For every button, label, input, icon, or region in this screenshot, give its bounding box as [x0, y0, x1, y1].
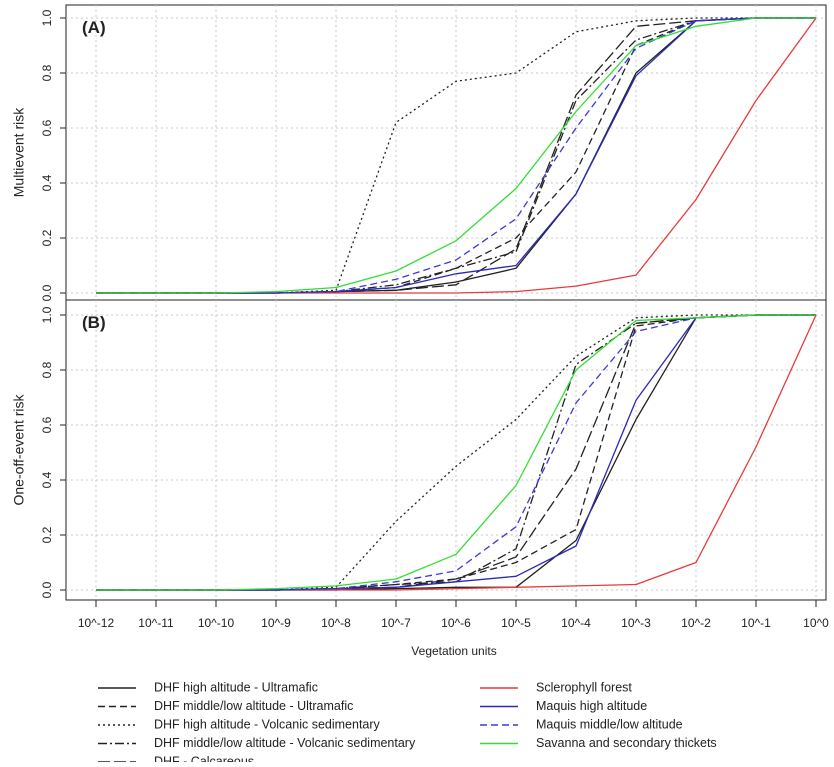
plot-frame — [65, 299, 827, 601]
legend-item: Maquis high altitude — [480, 699, 647, 713]
panel-label: (A) — [82, 18, 106, 37]
y-tick-label: 1.0 — [40, 306, 54, 323]
panel-a: 0.0 0.2 0.4 0.6 0.8 1.0 Multievent risk (A) — [11, 4, 827, 301]
y-tick-label: 0.0 — [40, 581, 54, 598]
y-tick-label: 0.0 — [40, 284, 54, 301]
y-axis-title: One-off-event risk — [11, 393, 27, 505]
x-tick-label: 10^-10 — [198, 616, 235, 630]
legend-label: DHF high altitude - Ultramafic — [154, 680, 318, 694]
legend-item: DHF high altitude - Volcanic sedimentary — [98, 717, 381, 731]
series-line — [96, 17, 816, 294]
x-axis-title: Vegetation units — [411, 644, 496, 658]
panel-label: (B) — [82, 313, 106, 332]
x-tick-label: 10^-4 — [561, 616, 591, 630]
series-line — [96, 17, 816, 294]
panel-b: 0.0 0.2 0.4 0.6 0.8 1.0 One-off-event risk (B) — [11, 299, 827, 601]
x-tick-label: 10^-6 — [441, 616, 471, 630]
y-tick-label: 0.8 — [40, 361, 54, 378]
y-tick-label: 1.0 — [40, 9, 54, 26]
legend-label: Maquis middle/low altitude — [536, 717, 683, 731]
y-tick-label: 0.4 — [40, 471, 54, 488]
legend-item: Savanna and secondary thickets — [480, 736, 717, 750]
x-tick-label: 10^-7 — [381, 616, 411, 630]
y-tick-label: 0.6 — [40, 416, 54, 433]
x-tick-label: 10^-9 — [261, 616, 291, 630]
y-tick-label: 0.2 — [40, 229, 54, 246]
x-axis: 10^-12 10^-11 10^-10 10^-9 10^-8 10^-7 10^-6 10… — [78, 599, 829, 658]
x-tick-label: 10^-12 — [78, 616, 115, 630]
plot-frame — [65, 4, 827, 301]
legend-label: DHF high altitude - Volcanic sedimentary — [154, 717, 381, 731]
legend-item: DHF high altitude - Ultramafic — [98, 680, 318, 694]
y-tick-label: 0.2 — [40, 526, 54, 543]
y-tick-label: 0.8 — [40, 64, 54, 81]
legend-label: DHF middle/low altitude - Volcanic sedim… — [154, 736, 416, 750]
legend-label: Savanna and secondary thickets — [536, 736, 717, 750]
x-tick-label: 10^-2 — [681, 616, 711, 630]
legend-item: Maquis middle/low altitude — [480, 717, 683, 731]
x-tick-label: 10^-1 — [741, 616, 771, 630]
legend-label: DHF middle/low altitude - Ultramafic — [154, 699, 353, 713]
x-tick-label: 10^-8 — [321, 616, 351, 630]
series-line — [96, 314, 816, 591]
x-tick-label: 10^-11 — [138, 616, 174, 630]
legend: DHF high altitude - Ultramafic DHF middle… — [98, 680, 717, 767]
y-axis-title: Multievent risk — [11, 107, 27, 197]
x-tick-label: 10^-3 — [621, 616, 651, 630]
legend-label: Sclerophyll forest — [536, 680, 632, 694]
legend-label: DHF - Calcareous — [154, 754, 254, 762]
legend-label: Maquis high altitude — [536, 699, 647, 713]
x-tick-label: 10^0 — [803, 616, 829, 630]
legend-item: DHF middle/low altitude - Ultramafic — [98, 699, 353, 713]
x-tick-label: 10^-5 — [501, 616, 531, 630]
legend-item: DHF - Calcareous — [98, 754, 254, 767]
legend-item: Sclerophyll forest — [480, 680, 632, 694]
legend-item: DHF middle/low altitude - Volcanic sedim… — [98, 736, 416, 750]
y-tick-label: 0.6 — [40, 119, 54, 136]
y-tick-label: 0.4 — [40, 174, 54, 191]
